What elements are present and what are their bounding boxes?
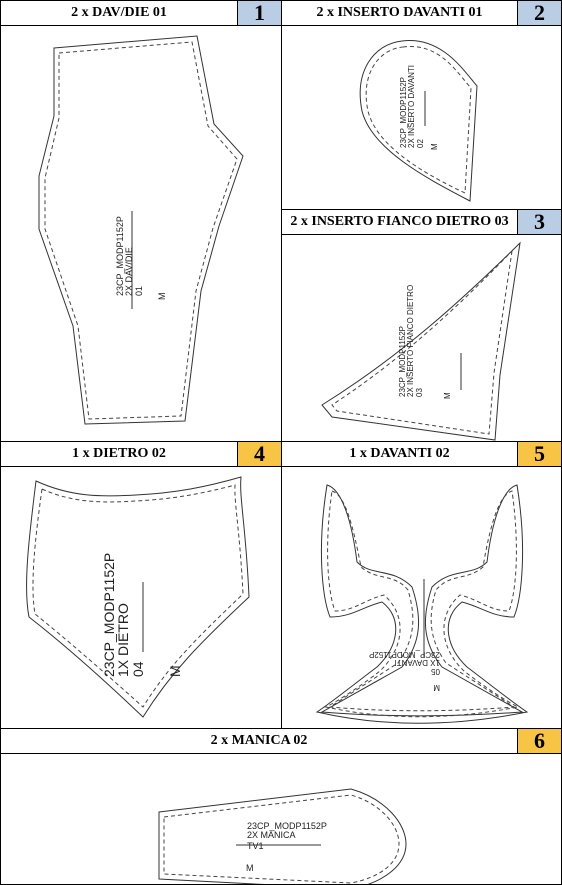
piece-number: 03 xyxy=(415,388,424,397)
panel-4: 1 x DIETRO 02 4 23CP_MODP1152P 1X DIETRO… xyxy=(0,441,282,729)
piece-code: 23CP_MODP1152P xyxy=(115,216,125,296)
pattern-piece-inserto-davanti: 23CP_MODP1152P 2X INSERTO DAVANTI 02 M xyxy=(359,40,478,202)
piece-code: 23CP_MODP1152P xyxy=(399,77,408,148)
panel-header: 1 x DAVANTI 02 5 xyxy=(282,442,561,467)
panel-header: 1 x DIETRO 02 4 xyxy=(1,442,281,467)
panel-title: 1 x DIETRO 02 xyxy=(72,446,166,461)
panel-header: 2 x DAV/DIE 01 1 xyxy=(1,1,281,26)
pattern-piece-davanti: M 05 1X DAVANTI 23CP_MODP1152P xyxy=(315,484,529,724)
piece-code: 23CP_MODP1152P xyxy=(101,553,117,677)
piece-qty: 2X INSERTO FIANCO DIETRO xyxy=(406,285,415,397)
panel-number: 4 xyxy=(237,442,281,466)
panel-title: 2 x INSERTO DAVANTI 01 xyxy=(316,5,483,20)
panel-number: 5 xyxy=(517,442,561,466)
piece-number: 05 xyxy=(431,667,440,676)
piece-number: 02 xyxy=(416,139,425,148)
panel-1: 2 x DAV/DIE 01 1 23CP_MODP1152P 2X DAV/D… xyxy=(0,0,282,442)
panel-number: 1 xyxy=(237,1,281,25)
panel-title: 2 x INSERTO FIANCO DIETRO 03 xyxy=(290,214,509,229)
panel-number: 6 xyxy=(517,729,561,753)
piece-size: M xyxy=(167,665,183,677)
piece-number: 01 xyxy=(134,286,144,296)
panel-title: 1 x DAVANTI 02 xyxy=(349,446,450,461)
panel-number: 3 xyxy=(517,210,561,234)
panel-2: 2 x INSERTO DAVANTI 01 2 23CP_MODP1152P … xyxy=(281,0,562,210)
piece-qty: 2X DAV/DIE xyxy=(124,247,134,296)
panel-number: 2 xyxy=(517,1,561,25)
panel-5: 1 x DAVANTI 02 5 M 05 1X DAVANTI 23CP_MO… xyxy=(281,441,562,729)
panel-title: 2 x MANICA 02 xyxy=(210,733,308,748)
piece-number: TV1 xyxy=(247,841,264,851)
piece-qty: 1X DIETRO xyxy=(115,603,131,677)
panel-header: 2 x INSERTO FIANCO DIETRO 03 3 xyxy=(282,210,561,235)
piece-size: M xyxy=(443,392,452,399)
piece-qty: 1X DAVANTI xyxy=(395,658,441,667)
piece-size: M xyxy=(430,143,439,150)
piece-qty: 2X INSERTO DAVANTI xyxy=(407,65,416,148)
panel-6: 2 x MANICA 02 6 23CP_MODP1152P 2X MANICA… xyxy=(0,728,562,885)
piece-code: 23CP_MODP1152P xyxy=(369,650,440,659)
piece-qty: 2X MANICA xyxy=(247,830,296,840)
piece-size: M xyxy=(246,863,254,873)
piece-code: 23CP_MODP1152P xyxy=(398,326,407,397)
pattern-piece-dietro: 23CP_MODP1152P 1X DIETRO 04 M xyxy=(26,476,250,718)
pattern-piece-inserto-fianco-dietro: 23CP_MODP1152P 2X INSERTO FIANCO DIETRO … xyxy=(321,241,521,441)
piece-number: 04 xyxy=(130,661,146,677)
piece-size: M xyxy=(157,293,167,301)
piece-size: M xyxy=(433,683,440,692)
piece-code: 23CP_MODP1152P xyxy=(247,821,327,831)
pattern-piece-dav-die: 23CP_MODP1152P 2X DAV/DIE 01 M xyxy=(38,35,244,425)
panel-header: 2 x MANICA 02 6 xyxy=(1,729,561,754)
panel-title: 2 x DAV/DIE 01 xyxy=(71,5,167,20)
pattern-piece-manica: 23CP_MODP1152P 2X MANICA TV1 M xyxy=(158,788,407,884)
panel-3: 2 x INSERTO FIANCO DIETRO 03 3 23CP_MODP… xyxy=(281,209,562,442)
panel-header: 2 x INSERTO DAVANTI 01 2 xyxy=(282,1,561,26)
